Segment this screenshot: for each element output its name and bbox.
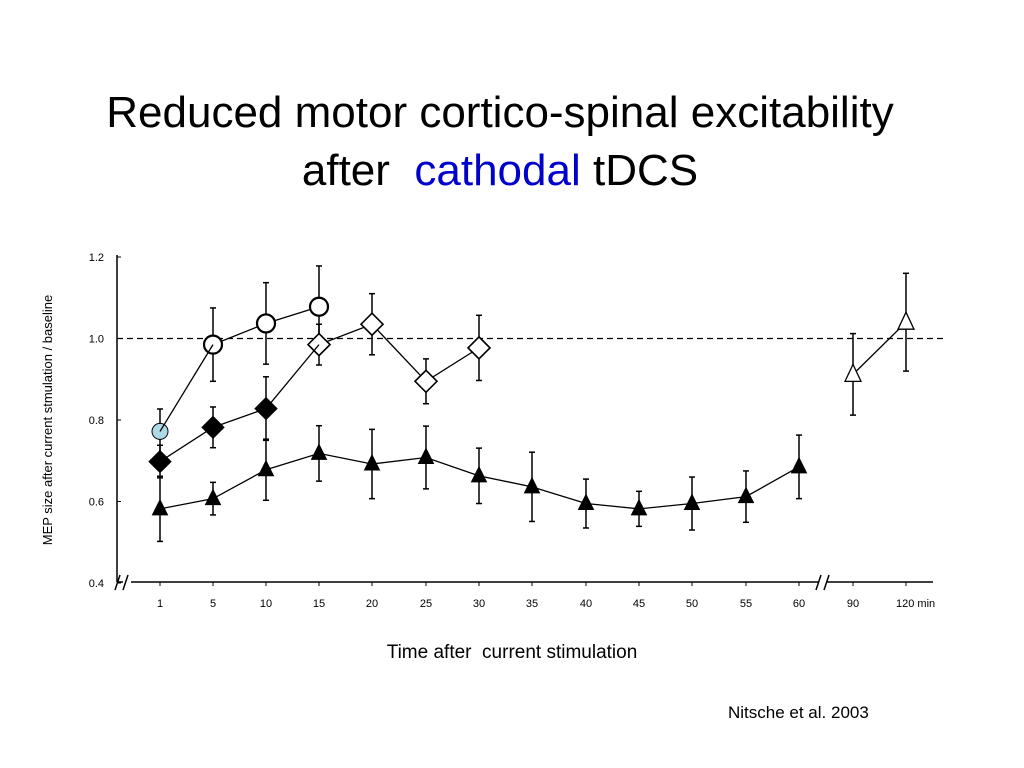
open-circle-marker xyxy=(255,313,277,334)
connector-line xyxy=(265,344,320,410)
filled-triangle-marker xyxy=(683,493,701,511)
title-line-1: Reduced motor cortico-spinal excitabilit… xyxy=(106,88,894,137)
filled-diamond-marker xyxy=(201,415,225,440)
slide-title: Reduced motor cortico-spinal excitabilit… xyxy=(0,84,1000,200)
filled-triangle-marker xyxy=(523,476,541,494)
filled-triangle-marker xyxy=(737,486,755,504)
filled-triangle-marker xyxy=(790,456,808,474)
series-filled-triangle xyxy=(151,424,808,543)
series-open-circle xyxy=(202,265,330,383)
connector-line xyxy=(159,344,214,432)
open-triangle-marker xyxy=(843,362,863,383)
title-after: after xyxy=(301,146,390,195)
series-filled-diamond xyxy=(148,376,278,479)
x-tick-label: 1 xyxy=(157,598,163,610)
filled-triangle-marker xyxy=(310,443,328,460)
open-triangle-marker xyxy=(896,310,916,330)
tick-label-layer: 0.40.60.81.01.21 5 10 15 20 25 30 35 40 45 50 55 60 9… xyxy=(89,252,935,610)
filled-triangle-marker xyxy=(204,488,222,506)
axis-break-mark xyxy=(122,574,129,591)
series-open-diamond xyxy=(306,292,492,405)
series-open-triangle xyxy=(843,272,916,416)
axis-break-mark xyxy=(815,574,822,591)
filled-triangle-marker xyxy=(257,459,275,477)
open-diamond-marker xyxy=(359,312,385,337)
y-tick-label: 0.4 xyxy=(89,578,104,590)
open-circle-marker xyxy=(308,296,330,317)
y-tick-label: 0.6 xyxy=(89,497,104,509)
x-tick-label: 30 xyxy=(473,598,485,610)
title-cathodal: cathodal xyxy=(414,146,581,195)
filled-triangle-marker xyxy=(470,465,488,483)
y-axis-label: MEP size after current stmulation / base… xyxy=(40,295,55,546)
filled-triangle-marker xyxy=(151,498,169,516)
y-tick-label: 1.0 xyxy=(89,334,104,346)
x-tick-label: 45 xyxy=(633,598,645,610)
title-line-2: after cathodal tDCS xyxy=(0,142,1000,200)
x-tick-label: 120 min xyxy=(896,598,935,610)
x-tick-label: 55 xyxy=(740,598,752,610)
x-tick-label: 40 xyxy=(580,598,592,610)
x-axis-label: Time after current stimulation xyxy=(387,642,638,663)
series-layer xyxy=(148,265,916,543)
open-diamond-marker xyxy=(413,369,439,394)
y-tick-label: 0.8 xyxy=(89,415,104,427)
x-tick-label: 50 xyxy=(686,598,698,610)
citation: Nitsche et al. 2003 xyxy=(728,703,869,722)
series-line xyxy=(318,323,480,383)
x-tick-label: 5 xyxy=(210,598,216,610)
chart-axes xyxy=(114,255,933,591)
filled-triangle-marker xyxy=(630,498,648,516)
axis-break-mark xyxy=(823,574,830,591)
x-tick-label: 10 xyxy=(260,598,272,610)
filled-triangle-marker xyxy=(417,447,435,464)
x-tick-label: 15 xyxy=(313,598,325,610)
x-tick-label: 90 xyxy=(847,598,859,610)
x-tick-label: 25 xyxy=(420,598,432,610)
filled-triangle-marker xyxy=(363,453,381,471)
x-tick-label: 60 xyxy=(793,598,805,610)
title-tdcs: tDCS xyxy=(592,146,699,195)
filled-triangle-marker xyxy=(577,493,595,511)
open-diamond-marker xyxy=(466,335,492,361)
series-line xyxy=(852,321,907,375)
filled-diamond-marker xyxy=(148,449,172,474)
x-tick-label: 20 xyxy=(366,598,378,610)
y-tick-label: 1.2 xyxy=(89,252,104,264)
x-tick-label: 35 xyxy=(526,598,538,610)
